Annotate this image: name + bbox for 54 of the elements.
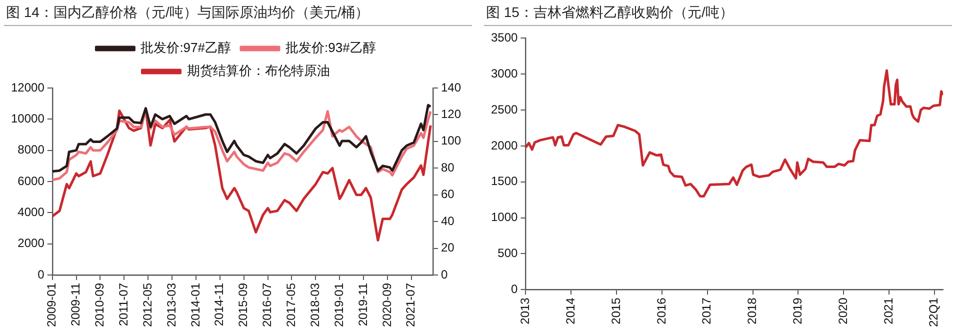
x-tick-label: 2014 bbox=[563, 297, 578, 324]
x-tick-label: 2013 bbox=[518, 297, 532, 324]
x-tick-label: 2011-07 bbox=[116, 282, 130, 326]
y-tick-label: 1500 bbox=[490, 174, 518, 188]
y-tick-label: 12000 bbox=[10, 80, 45, 94]
x-tick-label: 2020-09 bbox=[380, 282, 394, 328]
x-tick-label: 2021-07 bbox=[404, 282, 418, 328]
x-tick-label: 2015-09 bbox=[236, 282, 250, 328]
y2-tick-label: 20 bbox=[440, 240, 455, 255]
x-tick-label: 2021 bbox=[881, 297, 896, 324]
legend-label: 批发价:97#乙醇 bbox=[140, 40, 232, 56]
y-tick-label: 2000 bbox=[18, 236, 45, 250]
y2-tick-label: 120 bbox=[440, 107, 462, 122]
x-tick-label: 2017 bbox=[700, 297, 714, 324]
y2-tick-label: 140 bbox=[440, 80, 462, 94]
x-tick-label: 2009-01 bbox=[44, 282, 59, 328]
legend-label: 批发价:93#乙醇 bbox=[286, 40, 376, 56]
x-tick-label: 2020 bbox=[836, 297, 850, 324]
y-tick-label: 500 bbox=[498, 246, 518, 260]
x-tick-label: 2019-01 bbox=[332, 282, 346, 328]
y-tick-label: 6000 bbox=[18, 174, 45, 188]
y-tick-label: 1000 bbox=[490, 210, 518, 224]
x-tick-label: 2014-01 bbox=[188, 282, 202, 328]
x-tick-label: 2013-03 bbox=[164, 282, 178, 328]
y2-tick-label: 40 bbox=[440, 214, 455, 228]
y-tick-label: 3000 bbox=[490, 66, 518, 80]
x-tick-label: 2018-03 bbox=[308, 282, 322, 328]
x-tick-label: 22Q1 bbox=[926, 297, 941, 328]
y-tick-label: 10000 bbox=[10, 111, 45, 126]
x-tick-label: 2018 bbox=[745, 297, 760, 324]
x-tick-label: 2016 bbox=[654, 297, 668, 324]
x-tick-label: 2016-07 bbox=[260, 282, 274, 328]
x-tick-label: 2014-11 bbox=[212, 282, 226, 326]
y-tick-label: 4000 bbox=[18, 204, 45, 219]
y-tick-label: 3500 bbox=[490, 30, 518, 45]
x-tick-label: 2015 bbox=[608, 297, 623, 324]
y2-tick-label: 0 bbox=[440, 267, 448, 282]
chart-title: 图 14：国内乙醇价格（元/吨）与国际原油均价（美元/桶） bbox=[4, 4, 472, 26]
y-tick-label: 8000 bbox=[18, 142, 45, 157]
y2-tick-label: 80 bbox=[440, 160, 455, 174]
y-tick-label: 2000 bbox=[490, 138, 518, 152]
x-tick-label: 2019 bbox=[790, 297, 804, 324]
y-tick-label: 0 bbox=[38, 267, 45, 282]
y-tick-label: 2500 bbox=[490, 102, 518, 116]
y-tick-label: 0 bbox=[511, 282, 518, 296]
x-tick-label: 2009-11 bbox=[68, 282, 83, 326]
chart-title: 图 15：吉林省燃料乙醇收购价（元/吨） bbox=[484, 4, 952, 26]
y2-tick-label: 100 bbox=[440, 134, 462, 148]
x-tick-label: 2010-09 bbox=[92, 282, 107, 328]
x-tick-label: 2019-11 bbox=[356, 282, 370, 326]
x-tick-label: 2017-05 bbox=[284, 282, 298, 328]
x-tick-label: 2012-05 bbox=[140, 282, 154, 328]
legend-label: 期货结算价：布伦特原油 bbox=[186, 63, 330, 78]
y2-tick-label: 60 bbox=[440, 187, 455, 202]
